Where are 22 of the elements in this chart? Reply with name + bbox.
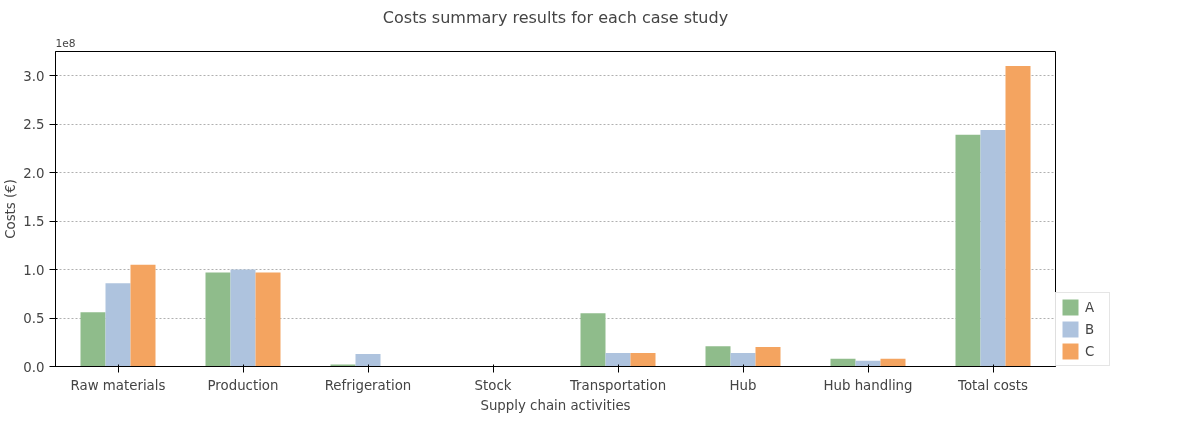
x-tick-label: Production [207,377,279,393]
text: 1e8 [55,36,76,50]
x-tick-label: Total costs [957,377,1029,393]
y-tick-label: 2.5 [23,117,45,133]
legend-label: B [1085,321,1096,337]
y-tick-label: 2.0 [23,165,45,181]
x-tick-label: Transportation [568,377,667,393]
y-tick-label: 0.0 [23,359,45,375]
y-tick-label: 0.5 [23,311,45,327]
y-tick-label: 1.5 [23,214,45,230]
x-tick-label: Refrigeration [324,377,412,393]
y-axis-title: Costs (€) [3,179,19,239]
y-tick-label: 1.0 [23,262,45,278]
x-tick-label: Hub [729,377,757,393]
legend-label: A [1085,299,1096,315]
y-tick-label: 3.0 [23,68,45,84]
chart-title: Costs summary results for each case study [382,7,729,27]
x-tick-label: Hub handling [823,377,913,393]
x-tick-label: Raw materials [70,377,166,393]
x-tick-label: Stock [474,377,512,393]
x-axis-title: Supply chain activities [480,397,631,413]
legend-label: C [1085,343,1096,359]
